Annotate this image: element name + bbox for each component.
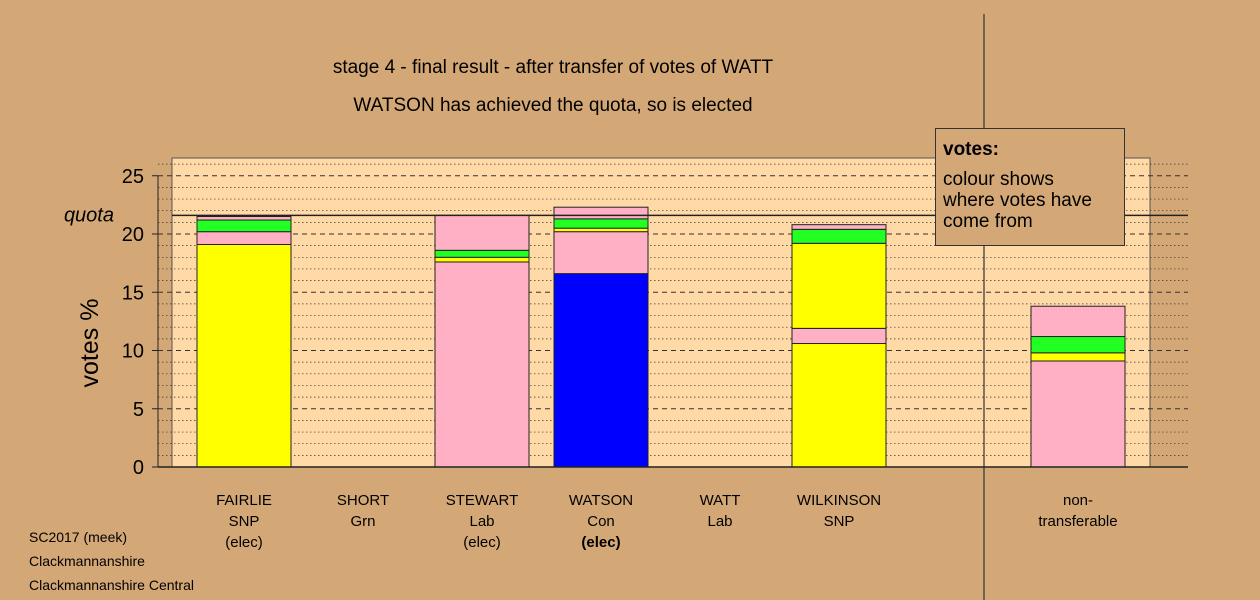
y-tick-label: 15 [122, 282, 144, 304]
bar-segment-stewart-0 [434, 261, 530, 468]
footer-ward: Clackmannanshire Central [29, 577, 194, 593]
bar-segment-watson-2 [553, 227, 649, 233]
x-label-name: WILKINSON [797, 492, 881, 509]
y-tick-label: 5 [133, 399, 144, 421]
footer-council: Clackmannanshire [29, 553, 145, 569]
legend: votes: colour shows where votes have com… [935, 128, 1125, 246]
x-label-party: SNP [824, 513, 855, 530]
x-label-party: Lab [469, 513, 494, 530]
y-tick-labels: 0 5 10 15 20 25 [122, 166, 158, 479]
bar-segment-stewart-1 [434, 256, 530, 263]
y-tick-label: 25 [122, 166, 144, 188]
x-label-note: (elec) [581, 534, 620, 551]
bar-segment-wilkinson-4 [791, 224, 887, 230]
bar-segment-wilkinson-2 [791, 242, 887, 329]
legend-body: colour shows where votes have come from [943, 169, 1092, 232]
bar-segment-stewart-2 [434, 249, 530, 258]
x-label-name: STEWART [446, 492, 519, 509]
chart-subtitle: WATSON has achieved the quota, so is ele… [353, 95, 752, 116]
x-label-name: WATT [700, 492, 741, 509]
x-tick-labels: FAIRLIE SNP (elec) SHORT Grn STEWART Lab (elec)… [216, 492, 1118, 551]
bar-segment-fairlie-1 [196, 231, 292, 245]
bar-segment-stewart-3 [434, 214, 530, 251]
y-axis-label: votes % [76, 299, 104, 388]
x-label-note: (elec) [463, 534, 501, 551]
bars [196, 206, 1126, 468]
x-label-note: (elec) [225, 534, 263, 551]
x-label-party: transferable [1038, 513, 1117, 530]
legend-title: votes: [943, 139, 999, 160]
bar-segment-wilkinson-3 [791, 228, 887, 244]
x-label-name: WATSON [569, 492, 633, 509]
x-label-party: Lab [707, 513, 732, 530]
footer-source: SC2017 (meek) [29, 529, 128, 545]
y-tick-label: 20 [122, 224, 144, 246]
x-label-name: FAIRLIE [216, 492, 272, 509]
bar-segment-non-0 [1030, 360, 1126, 468]
x-label-name: SHORT [337, 492, 389, 509]
x-label-party: Con [587, 513, 615, 530]
bar-segment-fairlie-0 [196, 243, 292, 468]
bar-segment-non-1 [1030, 352, 1126, 362]
bar-segment-fairlie-2 [196, 219, 292, 233]
chart-title: stage 4 - final result - after transfer … [333, 57, 774, 78]
y-tick-label: 10 [122, 341, 144, 363]
quota-label: quota [64, 204, 114, 226]
y-tick-label: 0 [133, 457, 144, 479]
bar-segment-watson-3 [553, 218, 649, 229]
x-label-party: Grn [350, 513, 375, 530]
bar-segment-watson-1 [553, 231, 649, 275]
bar-segment-wilkinson-0 [791, 343, 887, 468]
bar-segment-watson-4 [553, 206, 649, 220]
x-label-party: SNP [229, 513, 260, 530]
bar-segment-non-3 [1030, 305, 1126, 338]
bar-segment-wilkinson-1 [791, 327, 887, 345]
bar-segment-fairlie-3 [196, 216, 292, 221]
x-label-name: non- [1063, 492, 1093, 509]
bar-segment-watson-0 [553, 273, 649, 468]
bar-segment-non-2 [1030, 336, 1126, 354]
